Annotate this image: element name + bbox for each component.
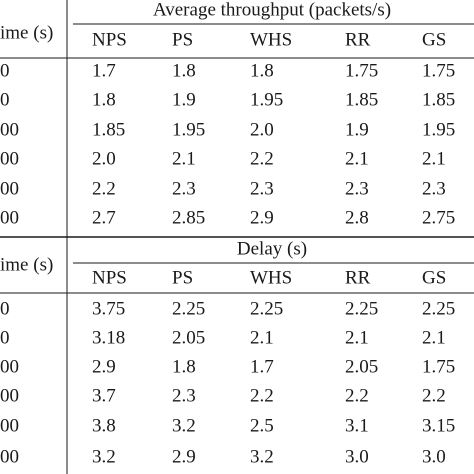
cell: 3.18	[92, 327, 125, 348]
cell: 3.2	[250, 446, 274, 467]
cell: 1.85	[92, 119, 125, 140]
column-header: PS	[172, 29, 193, 50]
cell: 1.75	[422, 356, 455, 377]
cell: 2.9	[92, 356, 116, 377]
row-header: ime (s)	[0, 22, 53, 43]
cell: 3.0	[345, 446, 369, 467]
cell: 3.75	[92, 298, 125, 319]
cell: 2.05	[345, 356, 378, 377]
cell: 1.9	[172, 89, 196, 110]
cell: 3.8	[92, 415, 116, 436]
cell: 2.2	[250, 148, 274, 169]
column-header: NPS	[92, 267, 127, 288]
column-header: RR	[345, 29, 371, 50]
cell: 1.95	[422, 119, 455, 140]
cell: 2.1	[422, 327, 446, 348]
row-label: 00	[0, 356, 19, 377]
section-title: Delay (s)	[237, 238, 307, 259]
cell: 2.25	[345, 298, 378, 319]
cell: 2.3	[172, 385, 196, 406]
cell: 3.2	[92, 446, 116, 467]
cell: 2.1	[422, 148, 446, 169]
cell: 2.0	[92, 148, 116, 169]
cell: 1.85	[422, 89, 455, 110]
cell: 2.85	[172, 207, 205, 228]
cell: 1.8	[250, 60, 274, 81]
row-label: 00	[0, 207, 19, 228]
cell: 2.9	[250, 207, 274, 228]
cell: 2.3	[172, 178, 196, 199]
cell: 2.1	[250, 327, 274, 348]
row-label: 0	[0, 298, 10, 319]
cell: 1.95	[172, 119, 205, 140]
row-label: 00	[0, 415, 19, 436]
row-label: 00	[0, 446, 19, 467]
cell: 2.25	[250, 298, 283, 319]
column-header: RR	[345, 267, 371, 288]
cell: 1.75	[345, 60, 378, 81]
cell: 3.2	[172, 415, 196, 436]
cell: 2.2	[422, 385, 446, 406]
column-header: WHS	[250, 29, 292, 50]
cell: 2.05	[172, 327, 205, 348]
cell: 3.1	[345, 415, 369, 436]
cell: 3.7	[92, 385, 116, 406]
cell: 1.9	[345, 119, 369, 140]
cell: 2.1	[345, 148, 369, 169]
column-header: WHS	[250, 267, 292, 288]
column-header: GS	[422, 267, 446, 288]
row-header: ime (s)	[0, 254, 53, 275]
cell: 1.85	[345, 89, 378, 110]
column-header: GS	[422, 29, 446, 50]
cell: 1.95	[250, 89, 283, 110]
cell: 1.7	[92, 60, 116, 81]
cell: 2.25	[422, 298, 455, 319]
cell: 2.2	[92, 178, 116, 199]
cell: 2.3	[422, 178, 446, 199]
column-header: NPS	[92, 29, 127, 50]
cell: 2.5	[250, 415, 274, 436]
cell: 2.9	[172, 446, 196, 467]
cell: 2.25	[172, 298, 205, 319]
row-label: 00	[0, 119, 19, 140]
cell: 2.7	[92, 207, 116, 228]
cell: 2.8	[345, 207, 369, 228]
cell: 1.8	[172, 60, 196, 81]
row-label: 00	[0, 385, 19, 406]
cell: 1.7	[250, 356, 274, 377]
row-label: 00	[0, 148, 19, 169]
cell: 2.3	[250, 178, 274, 199]
cell: 2.75	[422, 207, 455, 228]
cell: 1.75	[422, 60, 455, 81]
row-label: 0	[0, 327, 10, 348]
cell: 2.3	[345, 178, 369, 199]
cell: 3.15	[422, 415, 455, 436]
cell: 2.1	[172, 148, 196, 169]
cell: 2.1	[345, 327, 369, 348]
cell: 1.8	[172, 356, 196, 377]
cell: 2.2	[250, 385, 274, 406]
row-label: 0	[0, 89, 10, 110]
cell: 2.0	[250, 119, 274, 140]
cell: 2.2	[345, 385, 369, 406]
column-header: PS	[172, 267, 193, 288]
cell: 3.0	[422, 446, 446, 467]
row-label: 00	[0, 178, 19, 199]
cell: 1.8	[92, 89, 116, 110]
row-label: 0	[0, 60, 10, 81]
section-title: Average throughput (packets/s)	[153, 0, 391, 20]
